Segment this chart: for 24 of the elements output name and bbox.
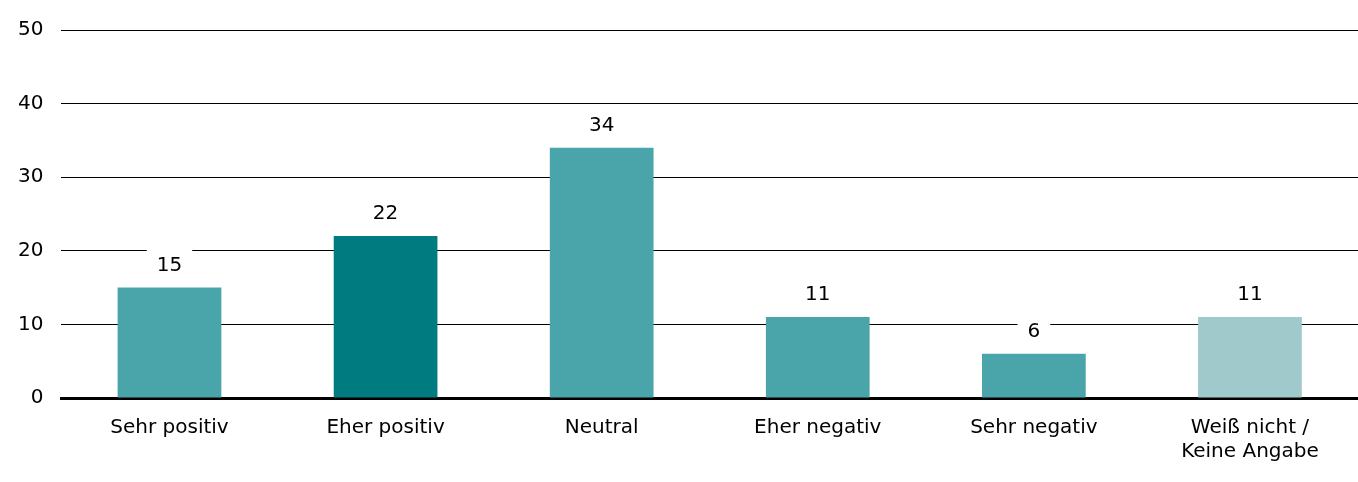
x-tick-label: Eher positiv: [326, 414, 445, 439]
data-label: 34: [588, 111, 615, 136]
x-tick-label: Sehr negativ: [970, 414, 1098, 439]
data-label: 6: [1027, 318, 1041, 343]
y-tick-label: 40: [18, 89, 44, 114]
y-tick-label: 0: [30, 384, 44, 409]
x-tick-label: Sehr positiv: [110, 414, 229, 439]
data-label: 22: [372, 200, 399, 225]
y-tick-label: 10: [18, 310, 44, 335]
y-tick-label: 30: [18, 163, 44, 188]
bar: [333, 236, 438, 398]
bar: [982, 353, 1086, 398]
bar: [765, 317, 870, 398]
data-label: 11: [805, 281, 831, 306]
x-tick-label: Eher negativ: [754, 414, 882, 439]
bar: [117, 287, 222, 398]
x-tick-label: Neutral: [564, 414, 639, 439]
y-tick-label: 20: [18, 237, 44, 261]
bar: [1198, 317, 1302, 398]
data-label: 15: [156, 251, 183, 276]
bar: [549, 147, 654, 398]
data-label: 11: [1237, 281, 1263, 306]
y-tick-label: 50: [18, 16, 44, 41]
x-tick-label: Weiß nicht / Keine Angabe: [1181, 414, 1319, 463]
